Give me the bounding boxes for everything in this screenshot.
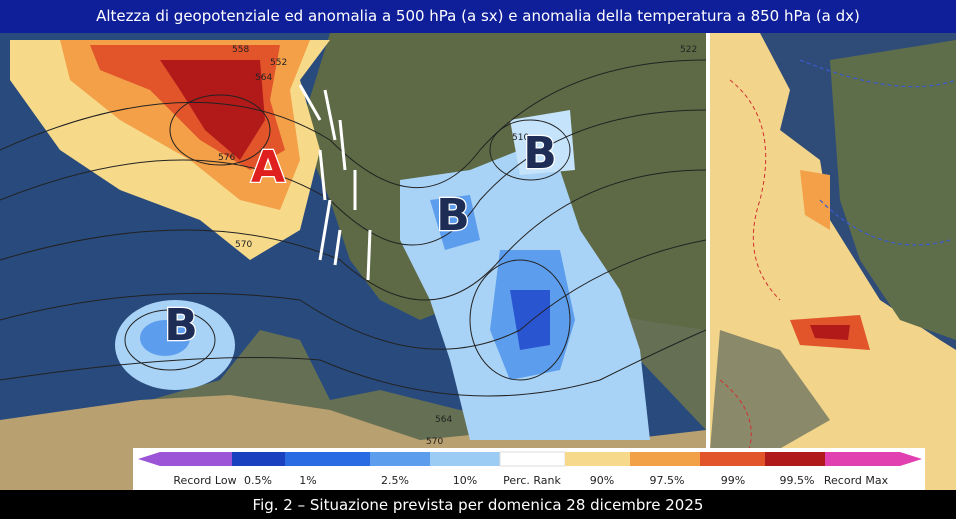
legend-label: 99% (721, 474, 745, 487)
contour-label: 522 (680, 45, 697, 55)
contour-label: 570 (426, 437, 443, 447)
contour-label: 570 (235, 240, 252, 250)
contour-label: 564 (435, 415, 452, 425)
divider (706, 33, 710, 490)
legend-label: Record Low (173, 474, 236, 487)
legend-label: 2.5% (381, 474, 409, 487)
contour-label: 564 (255, 73, 272, 83)
legend: Record Low 0.5% 1% 2.5% 10% Perc. Rank 9… (133, 448, 925, 490)
pressure-center: A (251, 142, 285, 193)
legend-label: Record Max (824, 474, 889, 487)
legend-label: 1% (299, 474, 316, 487)
caption: Fig. 2 – Situazione prevista per domenic… (253, 496, 704, 514)
contour-label: 576 (218, 153, 235, 163)
legend-label: 97.5% (650, 474, 685, 487)
title: Altezza di geopotenziale ed anomalia a 5… (96, 7, 860, 25)
contour-label: 552 (270, 58, 287, 68)
pressure-center: B (164, 300, 198, 351)
left-map: 558 552 564 576 570 522 510 564 570 A B … (0, 33, 707, 490)
pressure-center: B (523, 128, 557, 179)
legend-label: 90% (590, 474, 614, 487)
pressure-center: B (436, 190, 470, 241)
legend-label: 10% (453, 474, 477, 487)
title-bar (0, 0, 956, 33)
legend-label: Perc. Rank (503, 474, 561, 487)
right-map (710, 33, 956, 490)
legend-label: 0.5% (244, 474, 272, 487)
contour-label: 558 (232, 45, 249, 55)
contour-label: 510 (512, 133, 529, 143)
legend-label: 99.5% (780, 474, 815, 487)
